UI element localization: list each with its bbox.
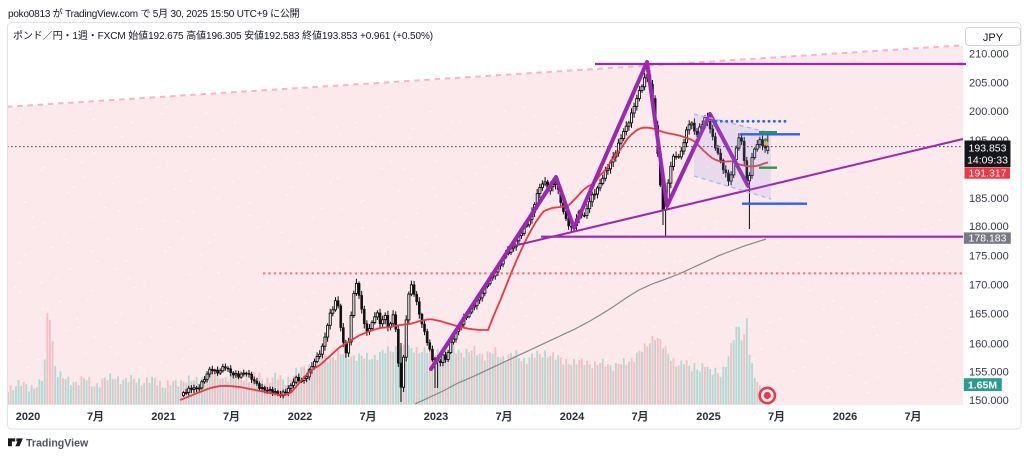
svg-text:7月: 7月 xyxy=(223,410,240,423)
svg-text:175.000: 175.000 xyxy=(969,251,1009,263)
svg-text:14:09:33: 14:09:33 xyxy=(967,155,1008,167)
svg-text:150.000: 150.000 xyxy=(969,395,1009,407)
svg-text:180.000: 180.000 xyxy=(969,221,1009,233)
svg-text:210.000: 210.000 xyxy=(969,48,1009,60)
svg-text:7月: 7月 xyxy=(87,410,104,423)
svg-text:2022: 2022 xyxy=(288,411,312,423)
svg-text:TradingView: TradingView xyxy=(26,437,89,449)
svg-text:185.000: 185.000 xyxy=(969,193,1009,205)
svg-text:155.000: 155.000 xyxy=(969,367,1009,379)
svg-text:170.000: 170.000 xyxy=(969,279,1009,291)
svg-text:ポンド／円・1週・FXCM 始値192.675 高値196: ポンド／円・1週・FXCM 始値192.675 高値196.305 安値192.… xyxy=(13,29,433,42)
svg-text:7月: 7月 xyxy=(904,410,921,423)
svg-text:7月: 7月 xyxy=(495,410,512,423)
svg-text:7月: 7月 xyxy=(631,410,648,423)
svg-text:poko0813 が TradingView.com で 5: poko0813 が TradingView.com で 5月 30, 2025… xyxy=(8,7,300,20)
svg-text:178.183: 178.183 xyxy=(969,233,1007,245)
svg-text:191.317: 191.317 xyxy=(969,168,1007,180)
svg-text:7月: 7月 xyxy=(768,410,785,423)
svg-text:160.000: 160.000 xyxy=(969,339,1009,351)
svg-text:7月: 7月 xyxy=(359,410,376,423)
svg-text:2020: 2020 xyxy=(16,411,40,423)
svg-text:2024: 2024 xyxy=(560,411,585,423)
svg-text:2025: 2025 xyxy=(696,411,720,423)
svg-text:200.000: 200.000 xyxy=(969,106,1009,118)
svg-text:165.000: 165.000 xyxy=(969,308,1009,320)
svg-text:2023: 2023 xyxy=(424,411,448,423)
svg-text:193.853: 193.853 xyxy=(969,143,1007,155)
svg-text:2026: 2026 xyxy=(833,411,857,423)
svg-text:JPY: JPY xyxy=(983,32,1004,44)
svg-text:1.65M: 1.65M xyxy=(968,379,997,391)
svg-text:2021: 2021 xyxy=(151,411,175,423)
svg-text:205.000: 205.000 xyxy=(969,78,1009,90)
